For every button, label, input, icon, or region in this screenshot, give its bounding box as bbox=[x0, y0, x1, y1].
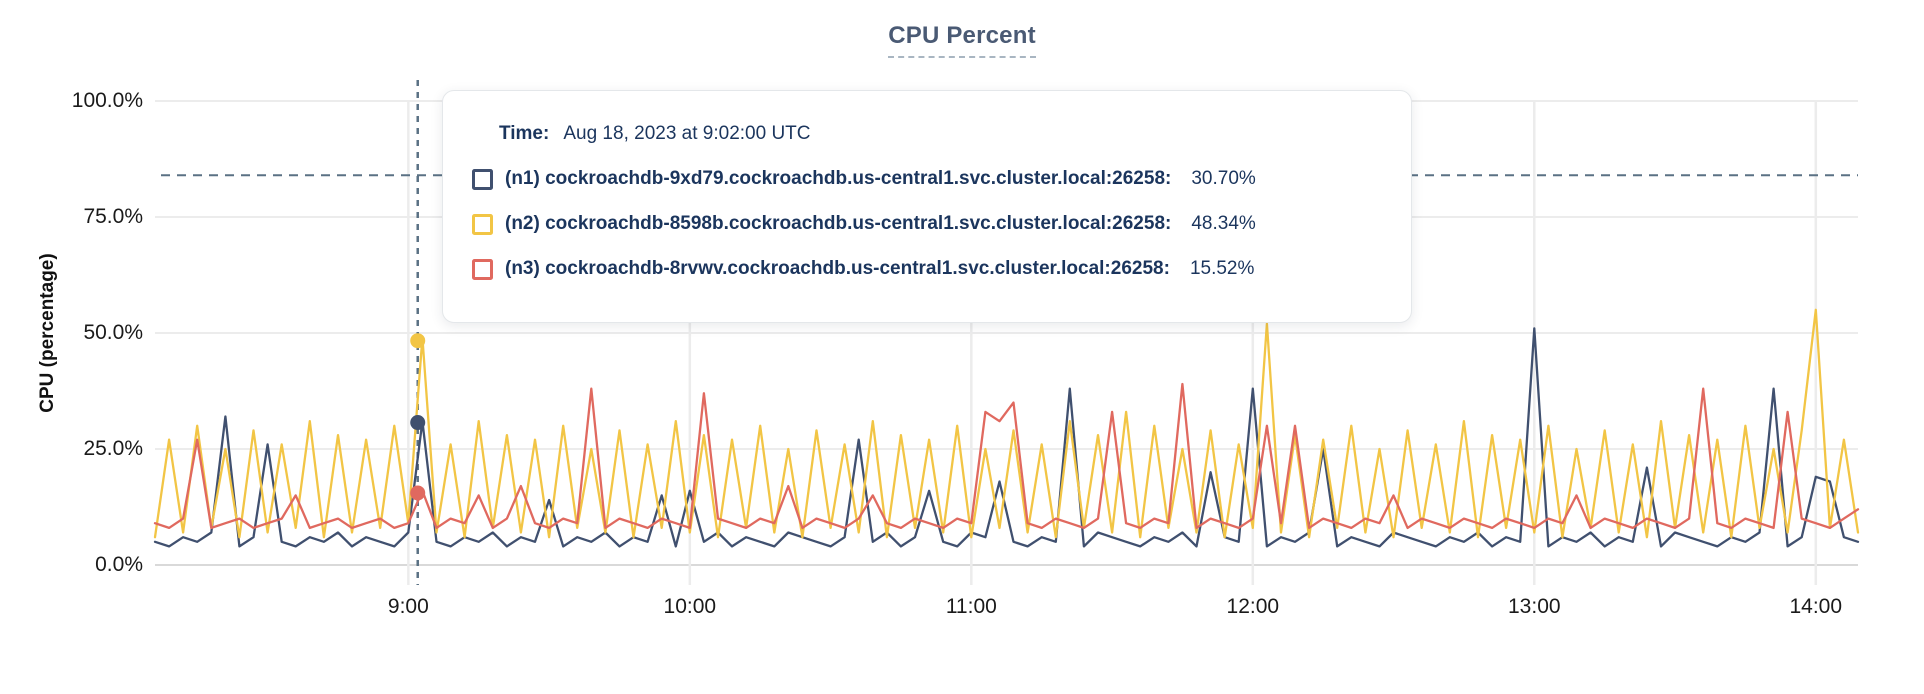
series-n3-value: 15.52% bbox=[1189, 258, 1255, 279]
y-tick-label: 0.0% bbox=[95, 553, 143, 576]
tooltip-series-row: (n1) cockroachdb-9xd79.cockroachdb.us-ce… bbox=[472, 167, 1383, 191]
x-tick-label: 11:00 bbox=[945, 595, 997, 618]
y-tick-label: 50.0% bbox=[83, 321, 143, 344]
y-tick-label: 25.0% bbox=[83, 437, 143, 460]
chart-title-wrap: CPU Percent bbox=[0, 22, 1924, 58]
x-tick-label: 9:00 bbox=[387, 595, 429, 618]
series-n2-label: (n2) cockroachdb-8598b.cockroachdb.us-ce… bbox=[505, 213, 1172, 234]
tooltip-series-row: (n2) cockroachdb-8598b.cockroachdb.us-ce… bbox=[472, 212, 1383, 236]
y-tick-label: 75.0% bbox=[83, 205, 143, 228]
chart-tooltip: Time: Aug 18, 2023 at 9:02:00 UTC (n1) co… bbox=[442, 90, 1412, 323]
series-n2-value: 48.34% bbox=[1191, 213, 1256, 234]
hover-dot-n1 bbox=[410, 415, 426, 431]
x-tick-label: 14:00 bbox=[1789, 595, 1843, 618]
chart-title: CPU Percent bbox=[888, 22, 1036, 58]
series-n3-line bbox=[153, 382, 1860, 530]
series-n2-swatch-icon bbox=[472, 213, 493, 235]
series-n1-line bbox=[153, 327, 1860, 548]
y-tick-label: 100.0% bbox=[71, 89, 143, 112]
hover-dot-n3 bbox=[410, 485, 426, 501]
tooltip-time-row: Time: Aug 18, 2023 at 9:02:00 UTC bbox=[499, 123, 1383, 145]
tooltip-series-row: (n3) cockroachdb-8rvwv.cockroachdb.us-ce… bbox=[472, 257, 1383, 281]
x-tick-label: 12:00 bbox=[1226, 595, 1280, 618]
series-n1-label: (n1) cockroachdb-9xd79.cockroachdb.us-ce… bbox=[505, 168, 1172, 189]
series-n3-swatch-icon bbox=[472, 258, 493, 280]
series-n3-label: (n3) cockroachdb-8rvwv.cockroachdb.us-ce… bbox=[505, 258, 1170, 279]
series-n2-line bbox=[153, 308, 1860, 539]
x-tick-label: 13:00 bbox=[1508, 595, 1561, 618]
hover-dot-n2 bbox=[410, 333, 426, 349]
series-n1-swatch-icon bbox=[472, 168, 493, 190]
series-n1-value: 30.70% bbox=[1191, 168, 1256, 189]
tooltip-time-label: Time: bbox=[499, 123, 550, 144]
tooltip-time-value: Aug 18, 2023 at 9:02:00 UTC bbox=[563, 123, 811, 144]
x-tick-label: 10:00 bbox=[663, 595, 717, 618]
